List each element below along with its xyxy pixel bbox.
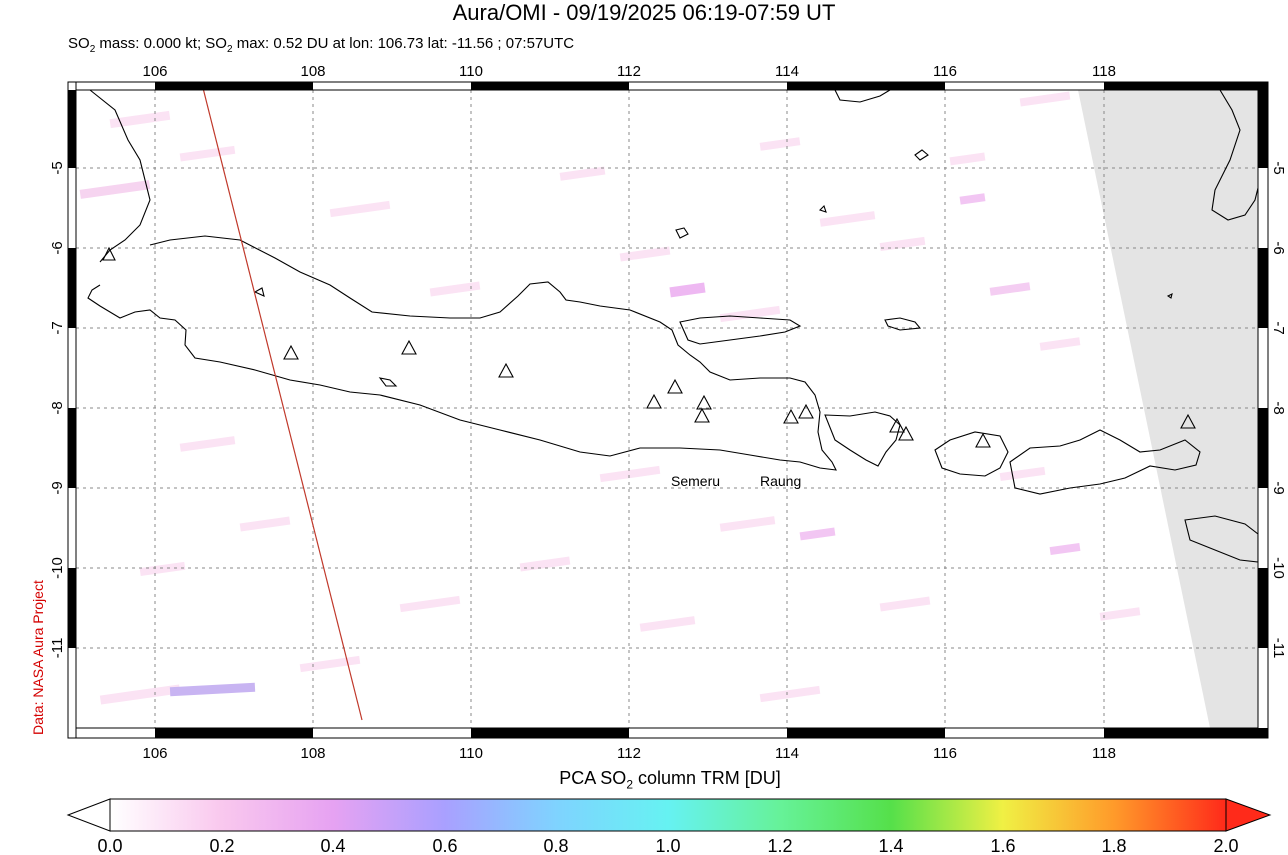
volcano-marker-icon (889, 417, 905, 433)
colorbar-tick-label: 1.0 (655, 836, 680, 855)
lon-label: 112 (617, 63, 641, 80)
colorbar-gradient (109, 798, 1227, 832)
lon-label: 116 (933, 745, 957, 762)
lat-label: -8 (49, 401, 66, 414)
lon-label: 106 (142, 63, 167, 80)
colorbar-tick-label: 0.8 (543, 836, 568, 855)
lat-labels-left: -5 -6 -7 -8 -9 -10 -11 (49, 161, 66, 658)
lat-label: -9 (49, 481, 66, 494)
colorbar-tick-label: 0.4 (320, 836, 345, 855)
colorbar-tick-label: 0.0 (97, 836, 122, 855)
volcano-marker-icon (283, 344, 299, 360)
lon-label: 116 (933, 63, 957, 80)
lon-label: 110 (459, 63, 483, 80)
lat-label: -8 (1270, 401, 1287, 414)
summary-sub2: 2 (226, 44, 233, 55)
lat-label: -6 (49, 241, 66, 254)
so2-summary: SO2 mass: 0.000 kt; SO2 max: 0.52 DU at … (68, 35, 574, 59)
lat-labels-right: -5 -6 -7 -8 -9 -10 -11 (1270, 161, 1287, 658)
lon-label: 118 (1092, 745, 1116, 762)
lat-label: -7 (49, 321, 66, 334)
colorbar-title-part2: column TRM [DU] (633, 768, 781, 788)
lon-labels-top: 106 108 110 112 114 116 118 (142, 63, 1115, 80)
colorbar-tick-label: 0.6 (432, 836, 457, 855)
volcano-marker-icon (401, 339, 417, 355)
map-background (68, 82, 1268, 738)
coastlines (87, 89, 1259, 563)
lat-label: -10 (49, 557, 66, 579)
volcano-marker-icon (646, 393, 662, 409)
summary-part1: SO (68, 35, 90, 52)
colorbar (66, 798, 1272, 832)
so2-max-pixel (169, 682, 256, 697)
volcano-marker-icon (798, 403, 814, 419)
lon-label: 106 (142, 745, 167, 762)
lon-label: 114 (775, 63, 799, 80)
orbit-track-line (202, 87, 363, 721)
volcano-markers (102, 246, 1196, 448)
summary-sub1: 2 (89, 44, 96, 55)
colorbar-ticks: 0.0 0.2 0.4 0.6 0.8 1.0 1.2 1.4 1.6 1.8 … (97, 836, 1238, 855)
volcano-marker-icon (102, 246, 116, 261)
lat-label: -11 (49, 638, 66, 659)
lat-label: -6 (1270, 241, 1287, 254)
volcano-marker-icon (1180, 413, 1196, 429)
volcano-marker-icon (975, 432, 991, 448)
colorbar-title: PCA SO2 column TRM [DU] (0, 768, 1288, 792)
colorbar-tick-label: 1.6 (990, 836, 1015, 855)
colorbar-tick-label: 0.2 (209, 836, 234, 855)
lat-label: -10 (1270, 557, 1287, 579)
so2-pixels (79, 91, 1141, 705)
colorbar-tick-label: 1.8 (1101, 836, 1126, 855)
lat-label: -9 (1270, 481, 1287, 494)
colorbar-tick-label: 1.2 (767, 836, 792, 855)
lon-label: 118 (1092, 63, 1116, 80)
lon-label: 112 (617, 745, 641, 762)
volcano-label-raung: Raung (760, 473, 801, 489)
colorbar-tick-label: 2.0 (1213, 836, 1238, 855)
summary-part2: mass: 0.000 kt; SO (95, 35, 227, 52)
lat-label: -5 (1270, 161, 1287, 174)
lon-label: 110 (459, 745, 483, 762)
map-title: Aura/OMI - 09/19/2025 06:19-07:59 UT (452, 0, 836, 25)
colorbar-title-sub: 2 (626, 777, 633, 792)
colorbar-over-arrow (1225, 798, 1272, 832)
lat-label: -5 (49, 161, 66, 174)
map-grid (76, 90, 1258, 728)
colorbar-tick-label: 1.4 (878, 836, 903, 855)
lat-label: -7 (1270, 321, 1287, 334)
lon-label: 108 (300, 63, 325, 80)
volcano-marker-icon (667, 378, 683, 394)
colorbar-under-arrow (66, 798, 111, 832)
volcano-marker-icon (783, 408, 799, 424)
volcano-label-semeru: Semeru (671, 473, 720, 489)
lon-label: 108 (300, 745, 325, 762)
volcano-marker-icon (898, 425, 914, 441)
lon-label: 114 (775, 745, 799, 762)
colorbar-title-part1: PCA SO (559, 768, 627, 788)
lat-label: -11 (1270, 638, 1287, 659)
lon-labels-bottom: 106 108 110 112 114 116 118 (142, 745, 1115, 762)
map-frame (67, 81, 1269, 739)
volcano-marker-icon (696, 394, 712, 410)
volcano-marker-icon (498, 362, 514, 378)
summary-part3: max: 0.52 DU at lon: 106.73 lat: -11.56 … (232, 35, 575, 52)
volcano-marker-icon (694, 407, 710, 423)
